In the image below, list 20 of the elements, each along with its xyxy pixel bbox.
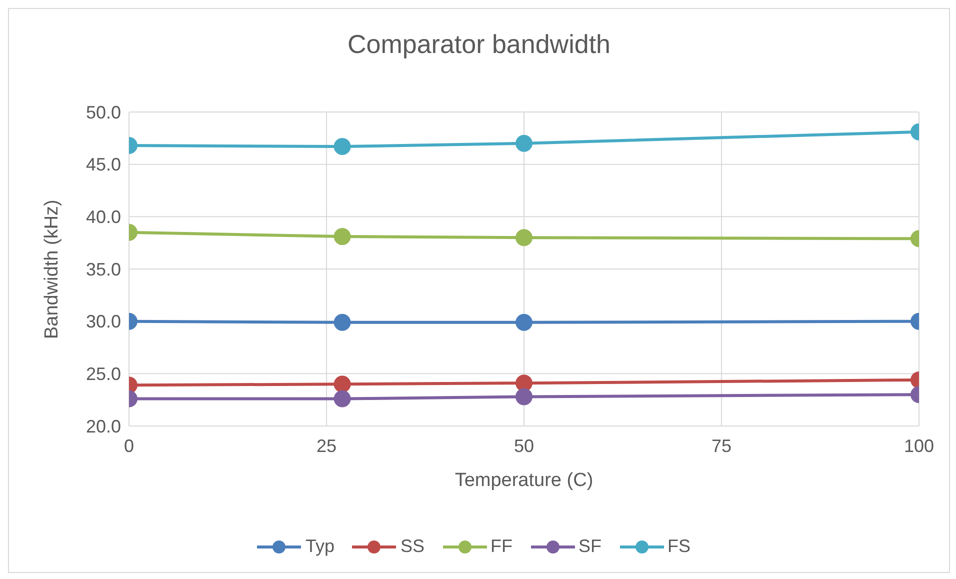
x-tick-label: 25	[316, 436, 337, 456]
chart-title: Comparator bandwidth	[346, 29, 612, 60]
y-tick-label: 25.0	[86, 364, 121, 384]
x-tick-label: 50	[514, 436, 534, 456]
y-tick-label: 40.0	[86, 207, 121, 228]
y-tick-label: 35.0	[86, 259, 121, 280]
y-tick-label: 30.0	[86, 312, 121, 332]
legend-label: FF	[490, 536, 512, 557]
y-axis-title: Bandwidth (kHz)	[42, 200, 63, 339]
legend-label: SS	[399, 536, 424, 557]
x-tick-label: 75	[711, 436, 732, 456]
legend-label: Typ	[304, 536, 334, 557]
legend-label: FS	[666, 536, 691, 557]
y-tick-label: 20.0	[86, 416, 121, 436]
x-axis-title: Temperature (C)	[454, 470, 594, 491]
legend-label: SF	[578, 536, 602, 557]
y-tick-label: 45.0	[86, 154, 121, 175]
x-tick-label: 0	[124, 436, 134, 456]
x-tick-label: 100	[904, 436, 934, 456]
y-tick-label: 50.0	[86, 102, 121, 122]
